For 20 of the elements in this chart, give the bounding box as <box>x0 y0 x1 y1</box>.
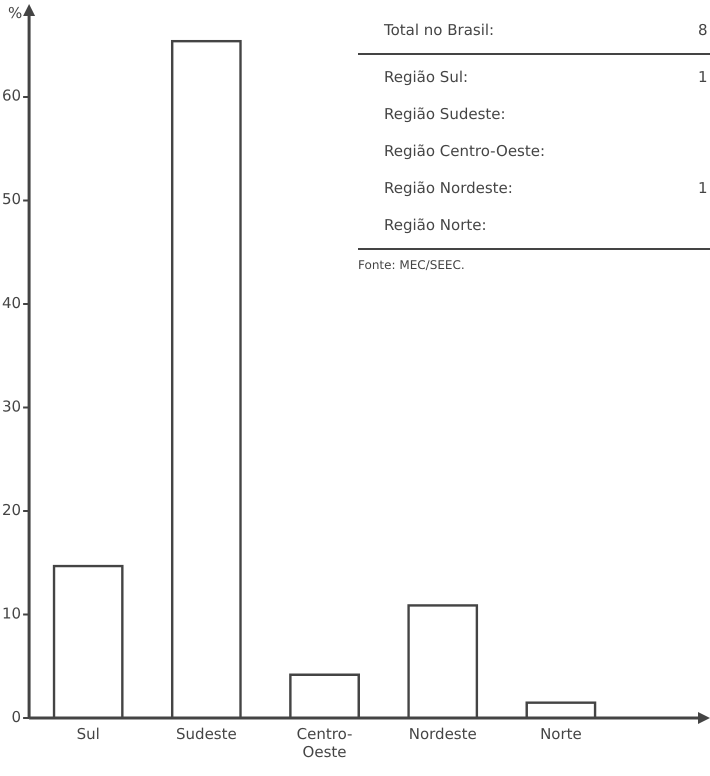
text: Região Nordeste: 1 <box>384 179 708 197</box>
y-tick-label: 30 <box>2 397 22 416</box>
y-tick-label: 20 <box>2 500 22 519</box>
y-tick-label: 60 <box>2 86 22 105</box>
x-tick-label: Centro-Oeste <box>296 724 352 761</box>
annotation: Fonte: MEC/SEEC. <box>358 257 466 272</box>
x-tick-label: Nordeste <box>408 724 477 743</box>
x-tick-label: Sudeste <box>176 724 237 743</box>
text: Região Sul: 1 <box>384 68 708 86</box>
x-tick-label: Sul <box>76 724 100 743</box>
y-tick-label: 50 <box>2 190 22 208</box>
annotation: Região Sudeste: <box>384 105 506 123</box>
y-tick-label: 0 <box>12 708 22 726</box>
x-tick-label: Norte <box>540 724 582 743</box>
annotation: Região Norte: <box>384 216 487 234</box>
y-tick-label: 10 <box>2 604 22 622</box>
y-tick-label: 40 <box>2 294 22 312</box>
y-axis-title: % <box>8 4 22 22</box>
text: Total no Brasil: 8 <box>384 21 708 39</box>
annotation: Região Centro-Oeste: <box>384 142 546 160</box>
